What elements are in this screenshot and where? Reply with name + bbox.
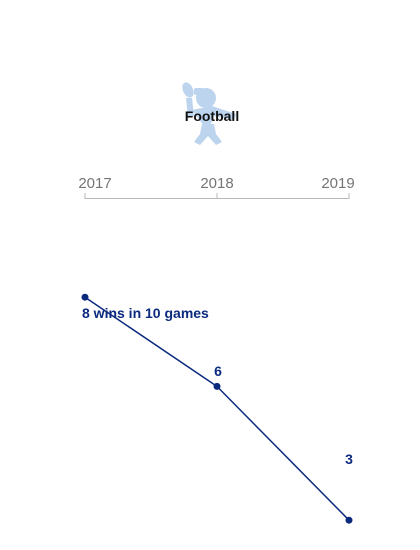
data-point-2018 xyxy=(213,382,221,390)
sport-label: Football xyxy=(185,108,239,124)
football-player-icon xyxy=(182,82,236,145)
x-tick-label-2018: 2018 xyxy=(200,175,233,192)
series-line xyxy=(84,296,350,521)
data-point-2017 xyxy=(81,293,89,301)
data-label-2019: 3 xyxy=(345,451,353,467)
x-axis: 2017 2018 2019 xyxy=(78,175,355,199)
x-tick-label-2019: 2019 xyxy=(321,175,354,192)
x-tick-label-2017: 2017 xyxy=(78,175,111,192)
data-label-2018: 6 xyxy=(214,363,222,379)
data-label-2017: 8 wins in 10 games xyxy=(82,305,209,321)
data-point-2019 xyxy=(345,516,353,524)
